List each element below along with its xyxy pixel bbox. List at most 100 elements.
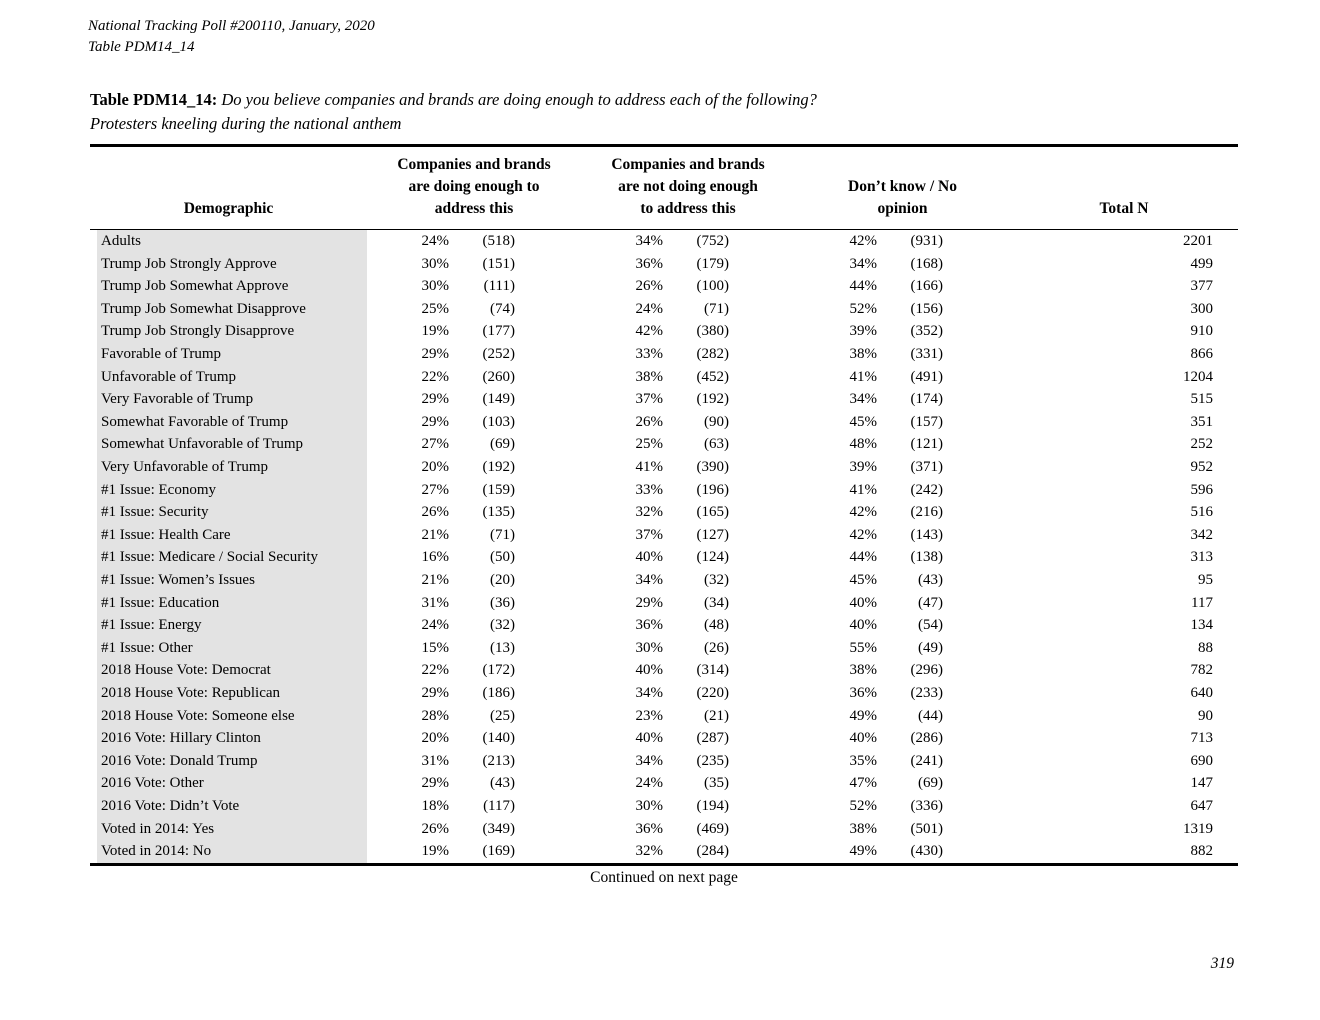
row-label: Favorable of Trump <box>90 343 367 366</box>
cell-doing-enough: 29% (103) <box>367 411 581 434</box>
cell-doing-enough: 16% (50) <box>367 546 581 569</box>
count-value: (74) <box>490 300 515 317</box>
total-value: 647 <box>1190 797 1214 814</box>
pct-value: 34% <box>635 684 664 701</box>
pct-value: 52% <box>849 300 878 317</box>
cell-not-doing-enough: 24% (71) <box>581 298 795 321</box>
pct-value: 47% <box>849 775 878 792</box>
count-value: (166) <box>910 278 944 295</box>
cell-doing-enough: 21% (71) <box>367 524 581 547</box>
table-row: Very Favorable of Trump 29% (149) 37% (1… <box>90 388 1238 411</box>
cell-not-doing-enough: 30% (194) <box>581 795 795 818</box>
pct-value: 31% <box>421 594 450 611</box>
cell-not-doing-enough: 42% (380) <box>581 320 795 343</box>
cell-doing-enough: 22% (172) <box>367 659 581 682</box>
row-label: Trump Job Strongly Approve <box>90 252 367 276</box>
pct-value: 38% <box>849 820 878 837</box>
cell-dont-know: 38% (501) <box>795 818 1010 841</box>
count-value: (168) <box>910 255 944 272</box>
pct-value: 42% <box>635 323 664 340</box>
count-value: (32) <box>704 572 729 588</box>
count-value: (26) <box>704 639 729 656</box>
pct-value: 20% <box>421 730 450 747</box>
cell-doing-enough: 19% (177) <box>367 320 581 343</box>
row-label: #1 Issue: Other <box>90 636 367 660</box>
cell-doing-enough: 24% (518) <box>367 230 581 253</box>
count-value: (49) <box>918 639 943 656</box>
page-number: 319 <box>1210 955 1234 972</box>
pct-value: 26% <box>421 820 450 837</box>
table-question-line: Table PDM14_14: Do you believe companies… <box>90 88 1230 113</box>
total-value: 134 <box>1190 617 1214 634</box>
cell-dont-know: 52% (336) <box>795 795 1010 818</box>
pct-value: 41% <box>635 459 664 476</box>
count-value: (931) <box>910 233 944 250</box>
data-table: Demographic Companies and brands are doi… <box>90 144 1238 866</box>
count-value: (69) <box>490 436 515 453</box>
count-value: (71) <box>704 300 729 317</box>
count-value: (174) <box>910 391 944 408</box>
row-label: #1 Issue: Economy <box>90 478 367 502</box>
count-value: (159) <box>482 481 516 498</box>
column-header-demographic: Demographic <box>183 200 274 218</box>
question-text: Do you believe companies and brands are … <box>221 89 817 109</box>
pct-value: 42% <box>849 504 878 521</box>
total-value: 1204 <box>1183 368 1213 385</box>
count-value: (111) <box>483 278 515 295</box>
count-value: (124) <box>696 549 730 566</box>
count-value: (172) <box>482 662 516 679</box>
row-label: #1 Issue: Women’s Issues <box>90 569 367 592</box>
count-value: (430) <box>910 843 944 860</box>
total-value: 88 <box>1198 639 1213 656</box>
count-value: (390) <box>696 459 730 476</box>
count-value: (36) <box>490 594 515 611</box>
cell-doing-enough: 18% (117) <box>367 795 581 818</box>
column-header-doing-enough: Companies and brands are doing enough to… <box>397 156 551 218</box>
count-value: (314) <box>696 662 730 679</box>
count-value: (32) <box>490 617 515 634</box>
count-value: (71) <box>490 526 515 543</box>
cell-doing-enough: 26% (135) <box>367 501 581 524</box>
total-value: 515 <box>1190 391 1214 408</box>
row-label: #1 Issue: Medicare / Social Security <box>90 546 367 569</box>
cell-not-doing-enough: 38% (452) <box>581 366 795 389</box>
cell-not-doing-enough: 33% (282) <box>581 343 795 366</box>
table-row: Adults 24% (518) 34% (752) 42% (931) 220… <box>90 230 1238 253</box>
pct-value: 49% <box>849 843 878 860</box>
row-label: #1 Issue: Energy <box>90 614 367 637</box>
table-body: Adults 24% (518) 34% (752) 42% (931) 220… <box>90 230 1238 863</box>
pct-value: 15% <box>421 639 450 656</box>
pct-value: 41% <box>849 481 878 498</box>
total-value: 640 <box>1190 684 1214 701</box>
row-label: Somewhat Unfavorable of Trump <box>90 433 367 457</box>
cell-dont-know: 41% (491) <box>795 366 1010 389</box>
count-value: (54) <box>918 617 943 634</box>
total-value: 300 <box>1190 300 1214 317</box>
cell-not-doing-enough: 32% (165) <box>581 501 795 524</box>
count-value: (63) <box>704 436 729 453</box>
total-value: 952 <box>1190 459 1214 476</box>
pct-value: 22% <box>421 368 450 385</box>
table-row: 2016 Vote: Other 29% (43) 24% (35) 47% (… <box>90 772 1238 795</box>
cell-not-doing-enough: 40% (124) <box>581 546 795 569</box>
table-row: #1 Issue: Other 15% (13) 30% (26) 55% (4… <box>90 636 1238 660</box>
count-value: (241) <box>910 752 944 769</box>
row-label: Trump Job Somewhat Disapprove <box>90 297 367 321</box>
count-value: (47) <box>918 594 943 611</box>
row-label: Adults <box>90 230 367 253</box>
cell-not-doing-enough: 36% (179) <box>581 253 795 276</box>
table-row: 2018 House Vote: Democrat 22% (172) 40% … <box>90 659 1238 682</box>
total-value: 516 <box>1190 504 1214 521</box>
continued-note: Continued on next page <box>590 868 738 886</box>
count-value: (192) <box>696 391 730 408</box>
cell-not-doing-enough: 29% (34) <box>581 592 795 615</box>
cell-doing-enough: 31% (213) <box>367 750 581 773</box>
table-row: Voted in 2014: Yes 26% (349) 36% (469) 3… <box>90 817 1238 841</box>
pct-value: 37% <box>635 526 664 543</box>
count-value: (127) <box>696 526 730 543</box>
cell-not-doing-enough: 33% (196) <box>581 479 795 502</box>
cell-not-doing-enough: 26% (100) <box>581 275 795 298</box>
row-label: 2018 House Vote: Democrat <box>90 659 367 682</box>
pct-value: 34% <box>635 752 664 769</box>
count-value: (69) <box>918 775 943 792</box>
